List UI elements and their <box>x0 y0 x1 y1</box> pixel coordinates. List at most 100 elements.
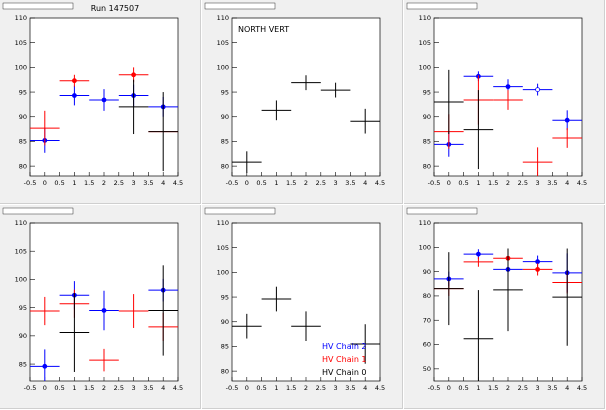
y-tick-label: 85 <box>221 138 229 146</box>
y-tick-label: 85 <box>19 138 27 146</box>
x-tick-label: 4.5 <box>173 384 183 392</box>
y-tick-label: 80 <box>221 162 229 170</box>
x-tick-label: 1.5 <box>84 384 94 392</box>
pad-title-box <box>406 207 478 215</box>
x-tick-label: 0 <box>245 384 249 392</box>
y-tick-label: 85 <box>423 138 431 146</box>
y-tick-label: 70 <box>423 316 431 324</box>
x-tick-label: 4 <box>161 384 165 392</box>
x-tick-label: 4 <box>363 384 367 392</box>
x-tick-label: 4.5 <box>375 179 385 187</box>
y-tick-label: 95 <box>221 293 229 301</box>
pad-title-box <box>204 2 276 10</box>
x-tick-label: 3 <box>536 179 540 187</box>
y-tick-label: 100 <box>15 276 27 284</box>
x-tick-label: 0.5 <box>256 179 266 187</box>
x-tick-label: 3 <box>536 384 540 392</box>
data-point <box>552 248 582 346</box>
x-tick-label: 2.5 <box>518 384 528 392</box>
chart-svg: 80 85 90 95 100 105 110 -0.5 0 0.5 1 1.5 2 2.5 3 3.5 4 4.… <box>406 2 587 187</box>
plot-annotation: NORTH VERT <box>238 25 289 34</box>
chart-panel-6: 50 60 70 80 90 100 110 -0.5 0 0.5 1 1.5 2 2.5 3 3.5 4 4.5 <box>404 205 605 409</box>
x-tick-label: 4 <box>363 179 367 187</box>
y-tick-label: 90 <box>423 268 431 276</box>
y-tick-label: 95 <box>423 88 431 96</box>
data-point <box>291 311 321 342</box>
x-tick-label: 0 <box>43 384 47 392</box>
x-tick-label: 3.5 <box>143 384 153 392</box>
chart-svg: 80 85 90 95 100 105 110 -0.5 0 0.5 1 1.5 2 2.5 3 3.5 4 4.… <box>204 2 385 187</box>
data-point <box>291 75 321 91</box>
x-tick-label: -0.5 <box>24 384 37 392</box>
y-tick-label: 100 <box>419 64 431 72</box>
y-tick-label: 110 <box>15 219 27 227</box>
data-point <box>552 110 582 131</box>
x-tick-label: 0.5 <box>458 384 468 392</box>
y-tick-label: 105 <box>15 247 27 255</box>
chart-panel-5: 80 85 90 95 100 105 110 -0.5 0 0.5 1 1.5 2 2.5 3 3.5 4 4.… <box>202 205 403 409</box>
y-tick-label: 80 <box>423 292 431 300</box>
x-tick-label: 4.5 <box>577 179 587 187</box>
y-tick-label: 95 <box>19 304 27 312</box>
x-tick-label: 0.5 <box>54 384 64 392</box>
x-tick-label: 1.5 <box>286 179 296 187</box>
x-tick-label: 1.5 <box>488 179 498 187</box>
x-tick-label: 2 <box>102 384 106 392</box>
data-point <box>434 69 464 135</box>
x-tick-label: 3.5 <box>547 179 557 187</box>
x-tick-label: 1 <box>476 179 480 187</box>
data-point <box>232 313 262 339</box>
data-point <box>89 89 119 111</box>
y-tick-label: 100 <box>15 64 27 72</box>
x-tick-label: 1 <box>274 179 278 187</box>
data-point <box>320 82 351 98</box>
x-tick-label: 2 <box>304 384 308 392</box>
y-tick-label: 90 <box>221 113 229 121</box>
y-tick-label: 105 <box>15 39 27 47</box>
data-point <box>522 83 553 96</box>
x-tick-label: 2 <box>102 179 106 187</box>
x-tick-label: 1.5 <box>286 384 296 392</box>
data-point <box>261 100 292 121</box>
y-tick-label: 100 <box>217 64 229 72</box>
x-tick-label: 3 <box>334 384 338 392</box>
x-tick-label: 1.5 <box>488 384 498 392</box>
y-tick-label: 50 <box>423 365 431 373</box>
x-tick-label: 0.5 <box>54 179 64 187</box>
x-tick-label: 2.5 <box>316 179 326 187</box>
data-point <box>232 151 262 174</box>
data-point <box>59 74 90 87</box>
x-tick-label: -0.5 <box>226 179 239 187</box>
x-tick-label: 1 <box>72 179 76 187</box>
x-tick-label: 0.5 <box>256 384 266 392</box>
x-tick-label: 2 <box>506 384 510 392</box>
chart-panel-3: 80 85 90 95 100 105 110 -0.5 0 0.5 1 1.5 2 2.5 3 3.5 4 4.… <box>404 0 605 204</box>
data-point <box>463 290 494 381</box>
data-point <box>522 263 553 276</box>
chart-svg: 50 60 70 80 90 100 110 -0.5 0 0.5 1 1.5 2 2.5 3 3.5 4 4.5 <box>406 207 587 392</box>
x-tick-label: 0 <box>447 384 451 392</box>
x-tick-label: 4 <box>565 179 569 187</box>
x-tick-label: 2 <box>304 179 308 187</box>
y-tick-label: 90 <box>19 113 27 121</box>
x-tick-label: 3.5 <box>547 384 557 392</box>
data-point <box>350 108 380 134</box>
data-point <box>30 296 60 326</box>
data-point <box>30 349 60 381</box>
y-tick-label: 60 <box>423 341 431 349</box>
data-point <box>522 147 553 176</box>
data-point <box>30 110 60 146</box>
x-tick-label: 2.5 <box>114 179 124 187</box>
y-tick-label: 100 <box>217 269 229 277</box>
pad-title-box <box>2 207 74 215</box>
data-point <box>261 286 292 312</box>
legend-entry: HV Chain 2 <box>322 342 367 351</box>
data-point <box>89 290 119 331</box>
chart-panel-4: 85 90 95 100 105 110 -0.5 0 0.5 1 1.5 2 2.5 3 3.5 4 4.5 <box>0 205 201 409</box>
y-tick-label: 105 <box>217 244 229 252</box>
x-tick-label: -0.5 <box>428 179 441 187</box>
data-point <box>463 249 494 259</box>
x-tick-label: 3.5 <box>345 384 355 392</box>
data-point <box>434 252 464 326</box>
run-label: Run 147507 <box>91 4 139 13</box>
